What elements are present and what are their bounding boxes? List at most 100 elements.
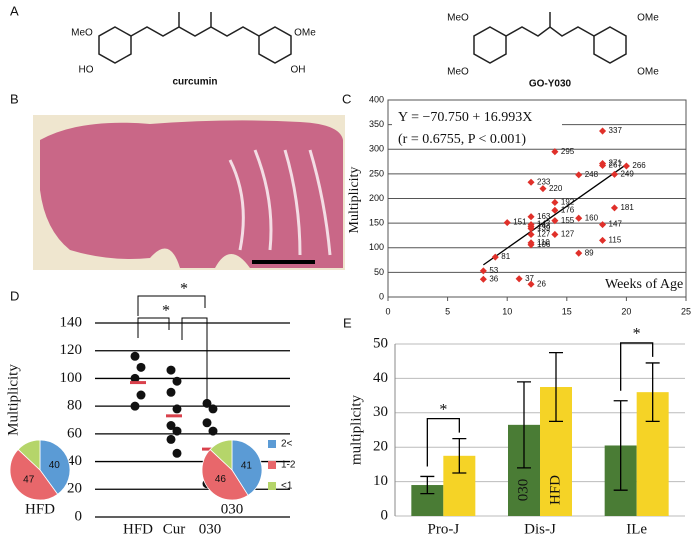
error-bar bbox=[420, 475, 435, 495]
group-label: MeO bbox=[447, 13, 469, 24]
data-label: 220 bbox=[549, 184, 563, 193]
data-label: 143 bbox=[537, 222, 551, 231]
group-label: MeO bbox=[71, 28, 93, 39]
point bbox=[551, 217, 559, 225]
legend-label: <1 bbox=[281, 481, 293, 492]
legend-swatch bbox=[268, 440, 276, 448]
data-label: 36 bbox=[489, 274, 498, 283]
point bbox=[503, 219, 511, 227]
y-axis-title: multiplicity bbox=[348, 395, 364, 465]
x-tick-label: 20 bbox=[621, 306, 631, 316]
error-bar bbox=[613, 400, 628, 491]
data-label: 147 bbox=[537, 220, 551, 229]
y-tick-label: 150 bbox=[369, 218, 384, 228]
point bbox=[575, 249, 583, 257]
pie-title: HFD bbox=[25, 501, 55, 517]
y-tick-label: 60 bbox=[67, 425, 82, 441]
y-tick-label: 80 bbox=[67, 398, 82, 414]
data-label: 115 bbox=[609, 235, 622, 244]
series-label: HFD bbox=[547, 475, 563, 505]
point bbox=[551, 230, 559, 238]
y-tick-label: 0 bbox=[379, 291, 384, 301]
series-label: 030 bbox=[515, 479, 531, 502]
data-label: 192 bbox=[561, 198, 575, 207]
data-label: 106 bbox=[537, 240, 551, 249]
group-label: OMe bbox=[637, 67, 659, 78]
data-label: 46 bbox=[215, 474, 227, 485]
significance-bracket bbox=[181, 317, 208, 400]
legend-label: 2< bbox=[281, 439, 293, 450]
data-label: 89 bbox=[585, 248, 594, 257]
data-label: 155 bbox=[561, 216, 575, 225]
error-bar bbox=[452, 437, 467, 474]
y-axis-title: Multiplicity bbox=[5, 364, 21, 436]
point bbox=[622, 162, 630, 170]
data-label: 151 bbox=[513, 218, 527, 227]
data-label: 160 bbox=[585, 213, 599, 222]
point bbox=[575, 171, 583, 179]
data-label: 47 bbox=[23, 475, 35, 486]
panel-label: B bbox=[10, 91, 19, 106]
data-label: 181 bbox=[620, 203, 634, 212]
panel-label: D bbox=[10, 288, 19, 303]
error-bar bbox=[517, 381, 531, 469]
x-tick-label: Cur bbox=[163, 521, 186, 537]
data-label: 295 bbox=[561, 147, 575, 156]
point bbox=[166, 387, 176, 397]
data-label: 176 bbox=[561, 205, 575, 214]
point bbox=[479, 275, 487, 283]
point bbox=[527, 213, 535, 221]
point bbox=[599, 221, 607, 229]
group-label: OH bbox=[291, 65, 306, 76]
pie-slice bbox=[39, 439, 71, 495]
data-label: 81 bbox=[501, 252, 510, 261]
y-tick-label: 250 bbox=[369, 168, 384, 178]
y-axis-title: Multiplicity bbox=[347, 167, 362, 234]
legend-label: 1-2 bbox=[281, 460, 296, 471]
y-tick-label: 10 bbox=[373, 473, 388, 489]
y-tick-label: 120 bbox=[60, 342, 83, 358]
data-label: 40 bbox=[49, 460, 61, 471]
group-label: MeO bbox=[447, 67, 469, 78]
data-label: 127 bbox=[537, 230, 551, 239]
y-tick-label: 20 bbox=[373, 439, 388, 455]
y-tick-label: 400 bbox=[369, 94, 384, 104]
pie-slice bbox=[201, 448, 249, 501]
data-label: 266 bbox=[632, 161, 646, 170]
point bbox=[166, 434, 176, 444]
point bbox=[136, 362, 146, 372]
pie-title: 030 bbox=[221, 501, 244, 517]
data-label: 139 bbox=[537, 224, 551, 233]
significance-bracket bbox=[426, 417, 460, 467]
data-label: 249 bbox=[620, 169, 634, 178]
pie-slice bbox=[9, 448, 59, 501]
point bbox=[130, 401, 140, 411]
y-tick-label: 300 bbox=[369, 144, 384, 154]
structure-name: GO-Y030 bbox=[529, 79, 572, 90]
y-tick-label: 50 bbox=[373, 335, 388, 351]
point bbox=[610, 170, 619, 178]
data-label: 147 bbox=[609, 220, 623, 229]
point bbox=[172, 448, 182, 458]
x-tick-label: 25 bbox=[681, 306, 691, 316]
legend-swatch bbox=[268, 461, 276, 469]
significance-bracket bbox=[137, 317, 170, 338]
data-label: 267 bbox=[609, 161, 623, 170]
point bbox=[575, 214, 583, 222]
x-tick-label: 5 bbox=[445, 306, 450, 316]
y-tick-label: 40 bbox=[67, 453, 82, 469]
data-label: 37 bbox=[525, 274, 534, 283]
point bbox=[551, 206, 559, 214]
y-tick-label: 200 bbox=[369, 193, 384, 203]
point bbox=[610, 204, 619, 212]
data-label: 233 bbox=[537, 177, 551, 186]
point bbox=[599, 161, 607, 170]
significance-bracket bbox=[137, 295, 206, 316]
structure-name: curcumin bbox=[172, 77, 217, 88]
data-label: 337 bbox=[609, 126, 623, 135]
data-label: 127 bbox=[561, 230, 575, 239]
panel-label: C bbox=[342, 91, 351, 106]
point bbox=[130, 373, 140, 383]
point bbox=[208, 426, 218, 436]
structure-drawing bbox=[98, 12, 627, 64]
